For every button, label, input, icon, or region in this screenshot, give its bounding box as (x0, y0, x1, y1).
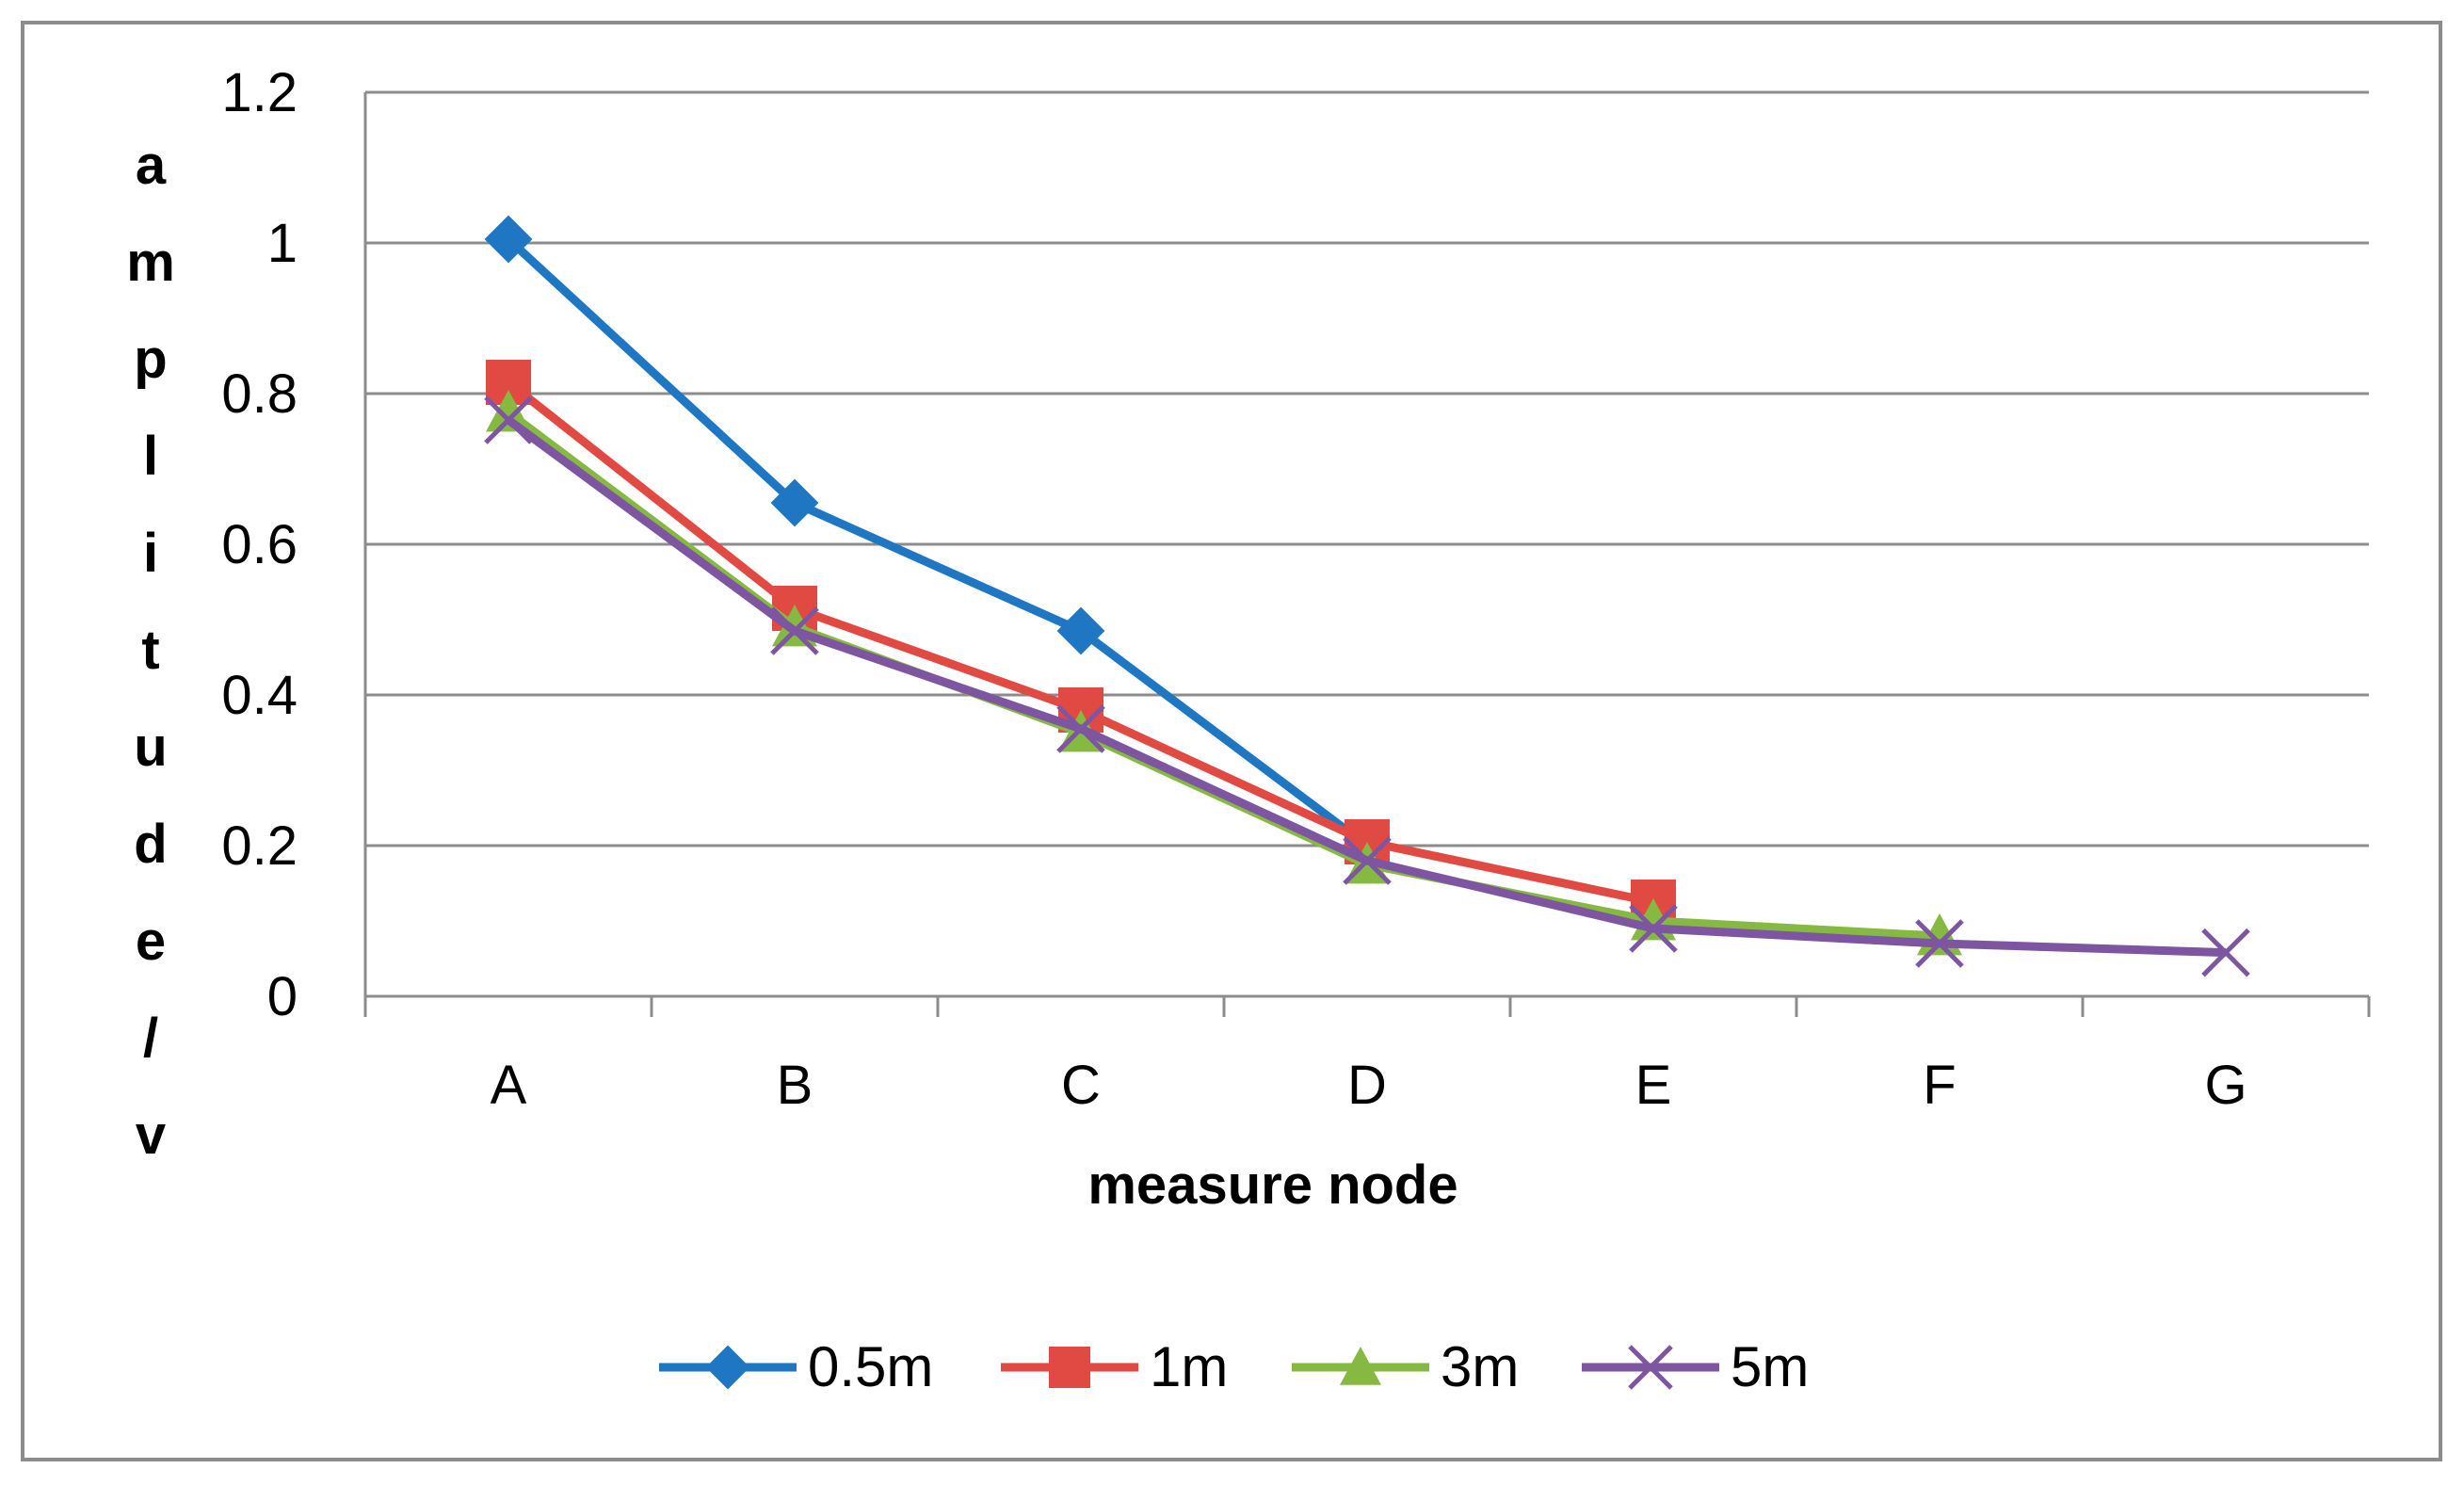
y-tick-label-2: 0.4 (221, 665, 298, 726)
x-tick-label-B: B (777, 1055, 813, 1116)
x-tick-label-G: G (2204, 1055, 2247, 1116)
point-0.5m-C (1056, 606, 1105, 655)
series-0.5m (484, 215, 1392, 870)
point-0.5m-A (484, 215, 533, 264)
legend-marker-5m (1628, 1345, 1673, 1390)
legend-label-3m: 3m (1441, 1335, 1519, 1398)
point-5m-F (1915, 919, 1964, 968)
series-5m (484, 395, 2250, 977)
point-0.5m-B (770, 478, 819, 527)
legend-item-5m: 5m (1582, 1335, 1809, 1398)
x-tick-label-A: A (491, 1055, 527, 1116)
point-5m-G (2201, 928, 2250, 977)
y-tick-label-3: 0.6 (221, 514, 298, 575)
legend-marker-1m (1049, 1347, 1090, 1388)
y-tick-label-0: 0 (267, 966, 298, 1027)
y-tick-label-4: 0.8 (221, 363, 298, 425)
y-axis-title: a m p l i t u d e / v (126, 135, 175, 1166)
x-tick-label-E: E (1635, 1055, 1672, 1116)
legend: 0.5m 1m 3m 5m (659, 1335, 1809, 1398)
point-3m-A (486, 390, 531, 432)
point-5m-B (770, 606, 819, 655)
x-tick-label-D: D (1347, 1055, 1387, 1116)
legend-marker-3m (1340, 1347, 1381, 1385)
legend-label-5m: 5m (1731, 1335, 1809, 1398)
x-tick-label-C: C (1061, 1055, 1101, 1116)
y-tick-label-6: 1.2 (221, 62, 298, 123)
x-tick-label-F: F (1923, 1055, 1956, 1116)
point-5m-C (1056, 704, 1105, 753)
legend-item-0.5m: 0.5m (659, 1335, 933, 1398)
y-tick-label-1: 0.2 (221, 815, 298, 877)
x-axis-title: measure node (1087, 1154, 1457, 1216)
point-5m-A (484, 395, 533, 444)
legend-label-0.5m: 0.5m (808, 1335, 933, 1398)
legend-item-1m: 1m (1001, 1335, 1228, 1398)
point-5m-E (1629, 904, 1678, 953)
series-3m (486, 390, 1962, 956)
legend-label-1m: 1m (1150, 1335, 1228, 1398)
legend-item-3m: 3m (1292, 1335, 1519, 1398)
point-5m-D (1343, 836, 1392, 885)
series-line-0.5m (505, 235, 1370, 849)
legend-marker-0.5m (705, 1345, 750, 1390)
y-tick-label-5: 1 (267, 213, 298, 274)
series-line-3m (506, 409, 1941, 941)
